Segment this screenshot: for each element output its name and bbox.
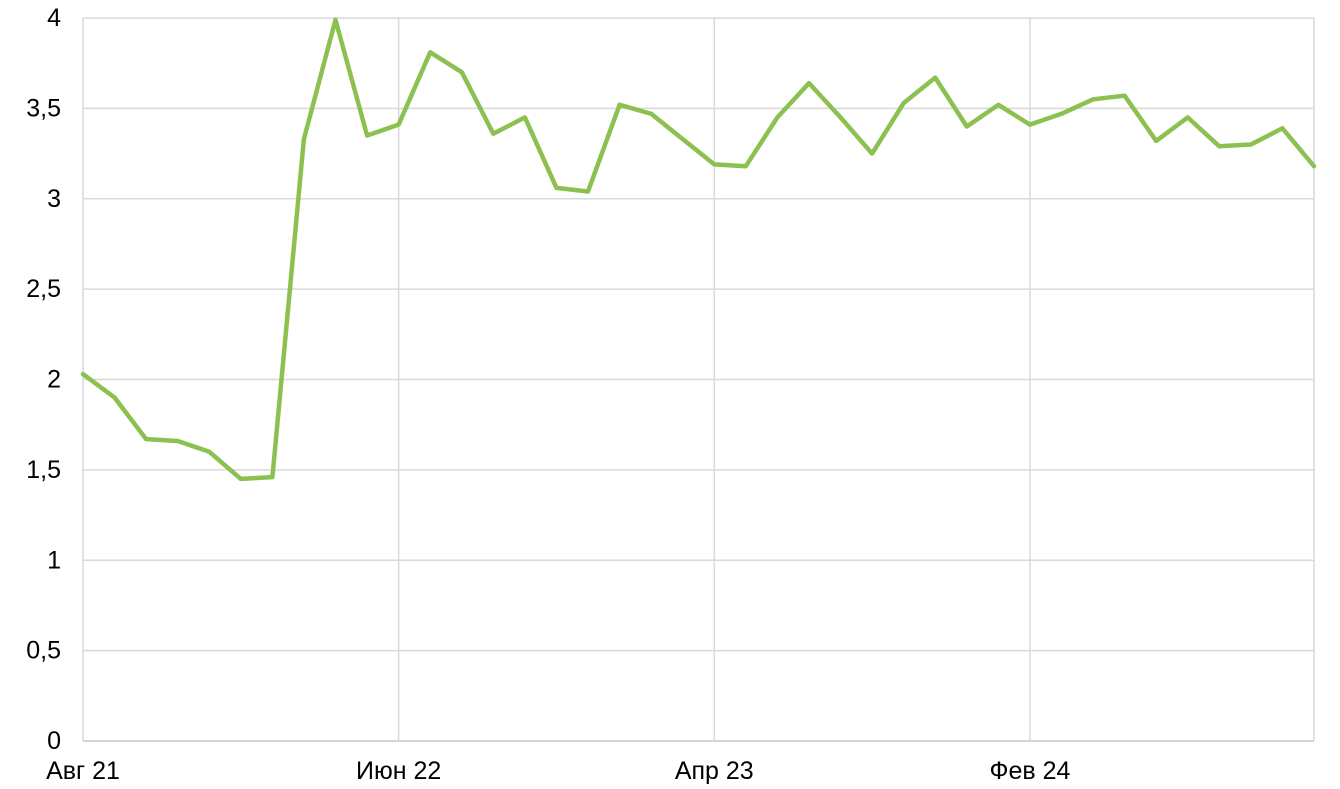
y-tick-label: 3,5 [26,94,61,122]
y-tick-label: 3 [47,185,61,213]
y-tick-label: 1 [47,546,61,574]
y-tick-label: 2 [47,366,61,394]
y-tick-label: 1,5 [26,456,61,484]
y-tick-label: 4 [47,4,61,32]
x-tick-label: Апр 23 [675,757,754,785]
y-tick-label: 2,5 [26,275,61,303]
x-tick-label: Авг 21 [46,757,120,785]
x-tick-label: Фев 24 [989,757,1070,785]
y-tick-label: 0 [47,727,61,755]
x-tick-label: Июн 22 [356,757,441,785]
data-series-line [80,17,1317,482]
y-tick-label: 0,5 [26,637,61,665]
